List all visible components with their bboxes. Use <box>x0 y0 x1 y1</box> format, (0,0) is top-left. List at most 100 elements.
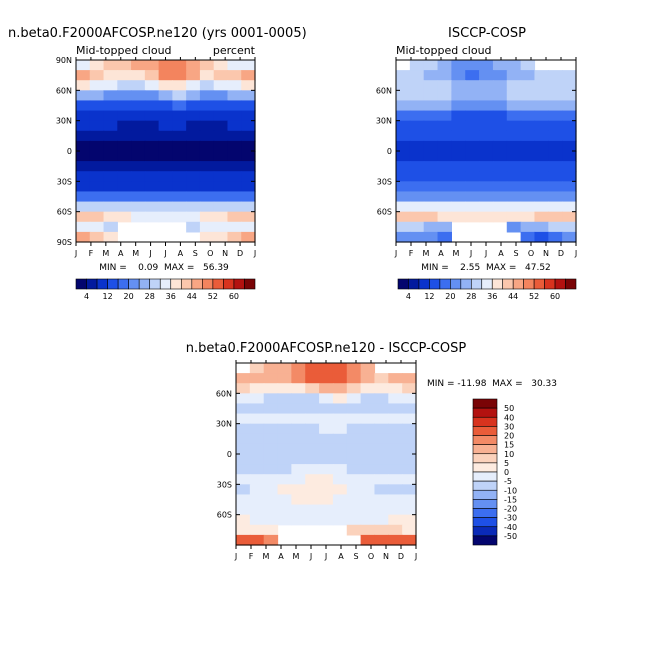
heatmap-cell <box>548 130 563 142</box>
heatmap-cell <box>479 100 494 112</box>
heatmap-cell <box>534 171 549 182</box>
heatmap-cell <box>227 151 242 162</box>
heatmap-cell <box>241 140 256 152</box>
heatmap-cell <box>409 171 425 182</box>
y-tick-label: 90S <box>57 238 72 247</box>
heatmap-cell <box>388 433 403 445</box>
heatmap-cell <box>144 201 160 213</box>
heatmap-cell <box>479 80 494 91</box>
heatmap-cell <box>374 474 389 485</box>
heatmap-cell <box>158 151 173 162</box>
heatmap-cell <box>103 100 118 112</box>
heatmap-cell <box>89 211 105 223</box>
heatmap-cell <box>172 181 187 193</box>
colorbar-swatch <box>202 278 214 290</box>
heatmap-cell <box>374 413 389 425</box>
heatmap-cell <box>131 171 146 182</box>
heatmap-cell <box>346 423 362 435</box>
x-tick-label: J <box>469 249 472 258</box>
heatmap-cell <box>437 201 452 213</box>
heatmap-cell <box>437 130 452 142</box>
heatmap-cell <box>186 161 201 172</box>
heatmap-cell <box>520 181 536 193</box>
heatmap-cell <box>437 140 452 152</box>
heatmap-cell <box>236 524 251 536</box>
heatmap-cell <box>131 201 146 213</box>
heatmap-cell <box>423 60 439 71</box>
x-tick-label: J <box>484 249 487 258</box>
heatmap-cell <box>396 130 411 142</box>
heatmap-cell <box>213 110 229 122</box>
heatmap-cell <box>158 181 173 193</box>
heatmap-cell <box>346 433 362 445</box>
heatmap-cell <box>548 100 563 112</box>
heatmap-cell <box>199 130 215 142</box>
colorbar-label: 60 <box>229 292 239 301</box>
model-colorbar: 4 12 20 28 36 44 52 60 <box>75 278 256 301</box>
heatmap-cell <box>241 161 256 172</box>
obs-subtitle-left: Mid-topped cloud <box>396 44 492 57</box>
heatmap-cell <box>158 80 173 91</box>
heatmap-cell <box>437 171 452 182</box>
heatmap-cell <box>409 100 425 112</box>
heatmap-cell <box>236 494 251 506</box>
heatmap-cell <box>409 60 425 71</box>
heatmap-cell <box>402 494 417 506</box>
heatmap-cell <box>451 181 466 193</box>
heatmap-cell <box>319 383 334 394</box>
heatmap-cell <box>423 211 439 223</box>
heatmap-cell <box>199 201 215 213</box>
colorbar-swatch <box>472 471 498 482</box>
heatmap-cell <box>437 151 452 162</box>
heatmap-cell <box>332 474 348 485</box>
heatmap-cell <box>374 464 389 475</box>
heatmap-cell <box>520 140 536 152</box>
heatmap-cell <box>374 484 389 496</box>
heatmap-cell <box>465 80 480 91</box>
heatmap-cell <box>144 110 160 122</box>
heatmap-cell <box>158 161 173 172</box>
heatmap-cell <box>76 60 91 71</box>
heatmap-cell <box>402 433 417 445</box>
heatmap-cell <box>117 211 132 223</box>
heatmap-cell <box>291 504 306 516</box>
colorbar-swatch <box>75 278 87 290</box>
colorbar-swatch <box>502 278 514 290</box>
heatmap-cell <box>332 363 348 374</box>
colorbar-swatch <box>472 407 498 418</box>
heatmap-cell <box>227 201 242 213</box>
heatmap-cell <box>277 484 292 496</box>
colorbar-label: -50 <box>504 532 517 541</box>
heatmap-cell <box>263 514 279 526</box>
heatmap-cell <box>346 474 362 485</box>
colorbar-label: 36 <box>166 292 176 301</box>
heatmap-cell <box>277 363 292 374</box>
colorbar-swatch <box>472 416 498 427</box>
heatmap-cell <box>199 70 215 81</box>
heatmap-cell <box>451 120 466 132</box>
heatmap-cell <box>213 201 229 213</box>
colorbar-swatch <box>565 278 577 290</box>
heatmap-cell <box>319 393 334 405</box>
heatmap-cell <box>465 130 480 142</box>
heatmap-cell <box>332 454 348 465</box>
heatmap-cell <box>374 454 389 465</box>
heatmap-cell <box>236 504 251 516</box>
heatmap-cell <box>479 140 494 152</box>
heatmap-cell <box>548 140 563 152</box>
heatmap-cell <box>506 60 522 71</box>
heatmap-cell <box>506 100 522 112</box>
colorbar-label: -15 <box>504 495 517 504</box>
heatmap-cell <box>360 443 376 455</box>
heatmap-cell <box>360 514 376 526</box>
heatmap-cell <box>346 373 362 384</box>
heatmap-cell <box>305 363 320 374</box>
colorbar-swatch <box>180 278 193 290</box>
heatmap-cell <box>158 201 173 213</box>
heatmap-cell <box>103 70 118 81</box>
heatmap-cell <box>144 151 160 162</box>
heatmap-cell <box>423 70 439 81</box>
heatmap-cell <box>479 110 494 122</box>
heatmap-cell <box>199 60 215 71</box>
heatmap-cell <box>89 130 105 142</box>
